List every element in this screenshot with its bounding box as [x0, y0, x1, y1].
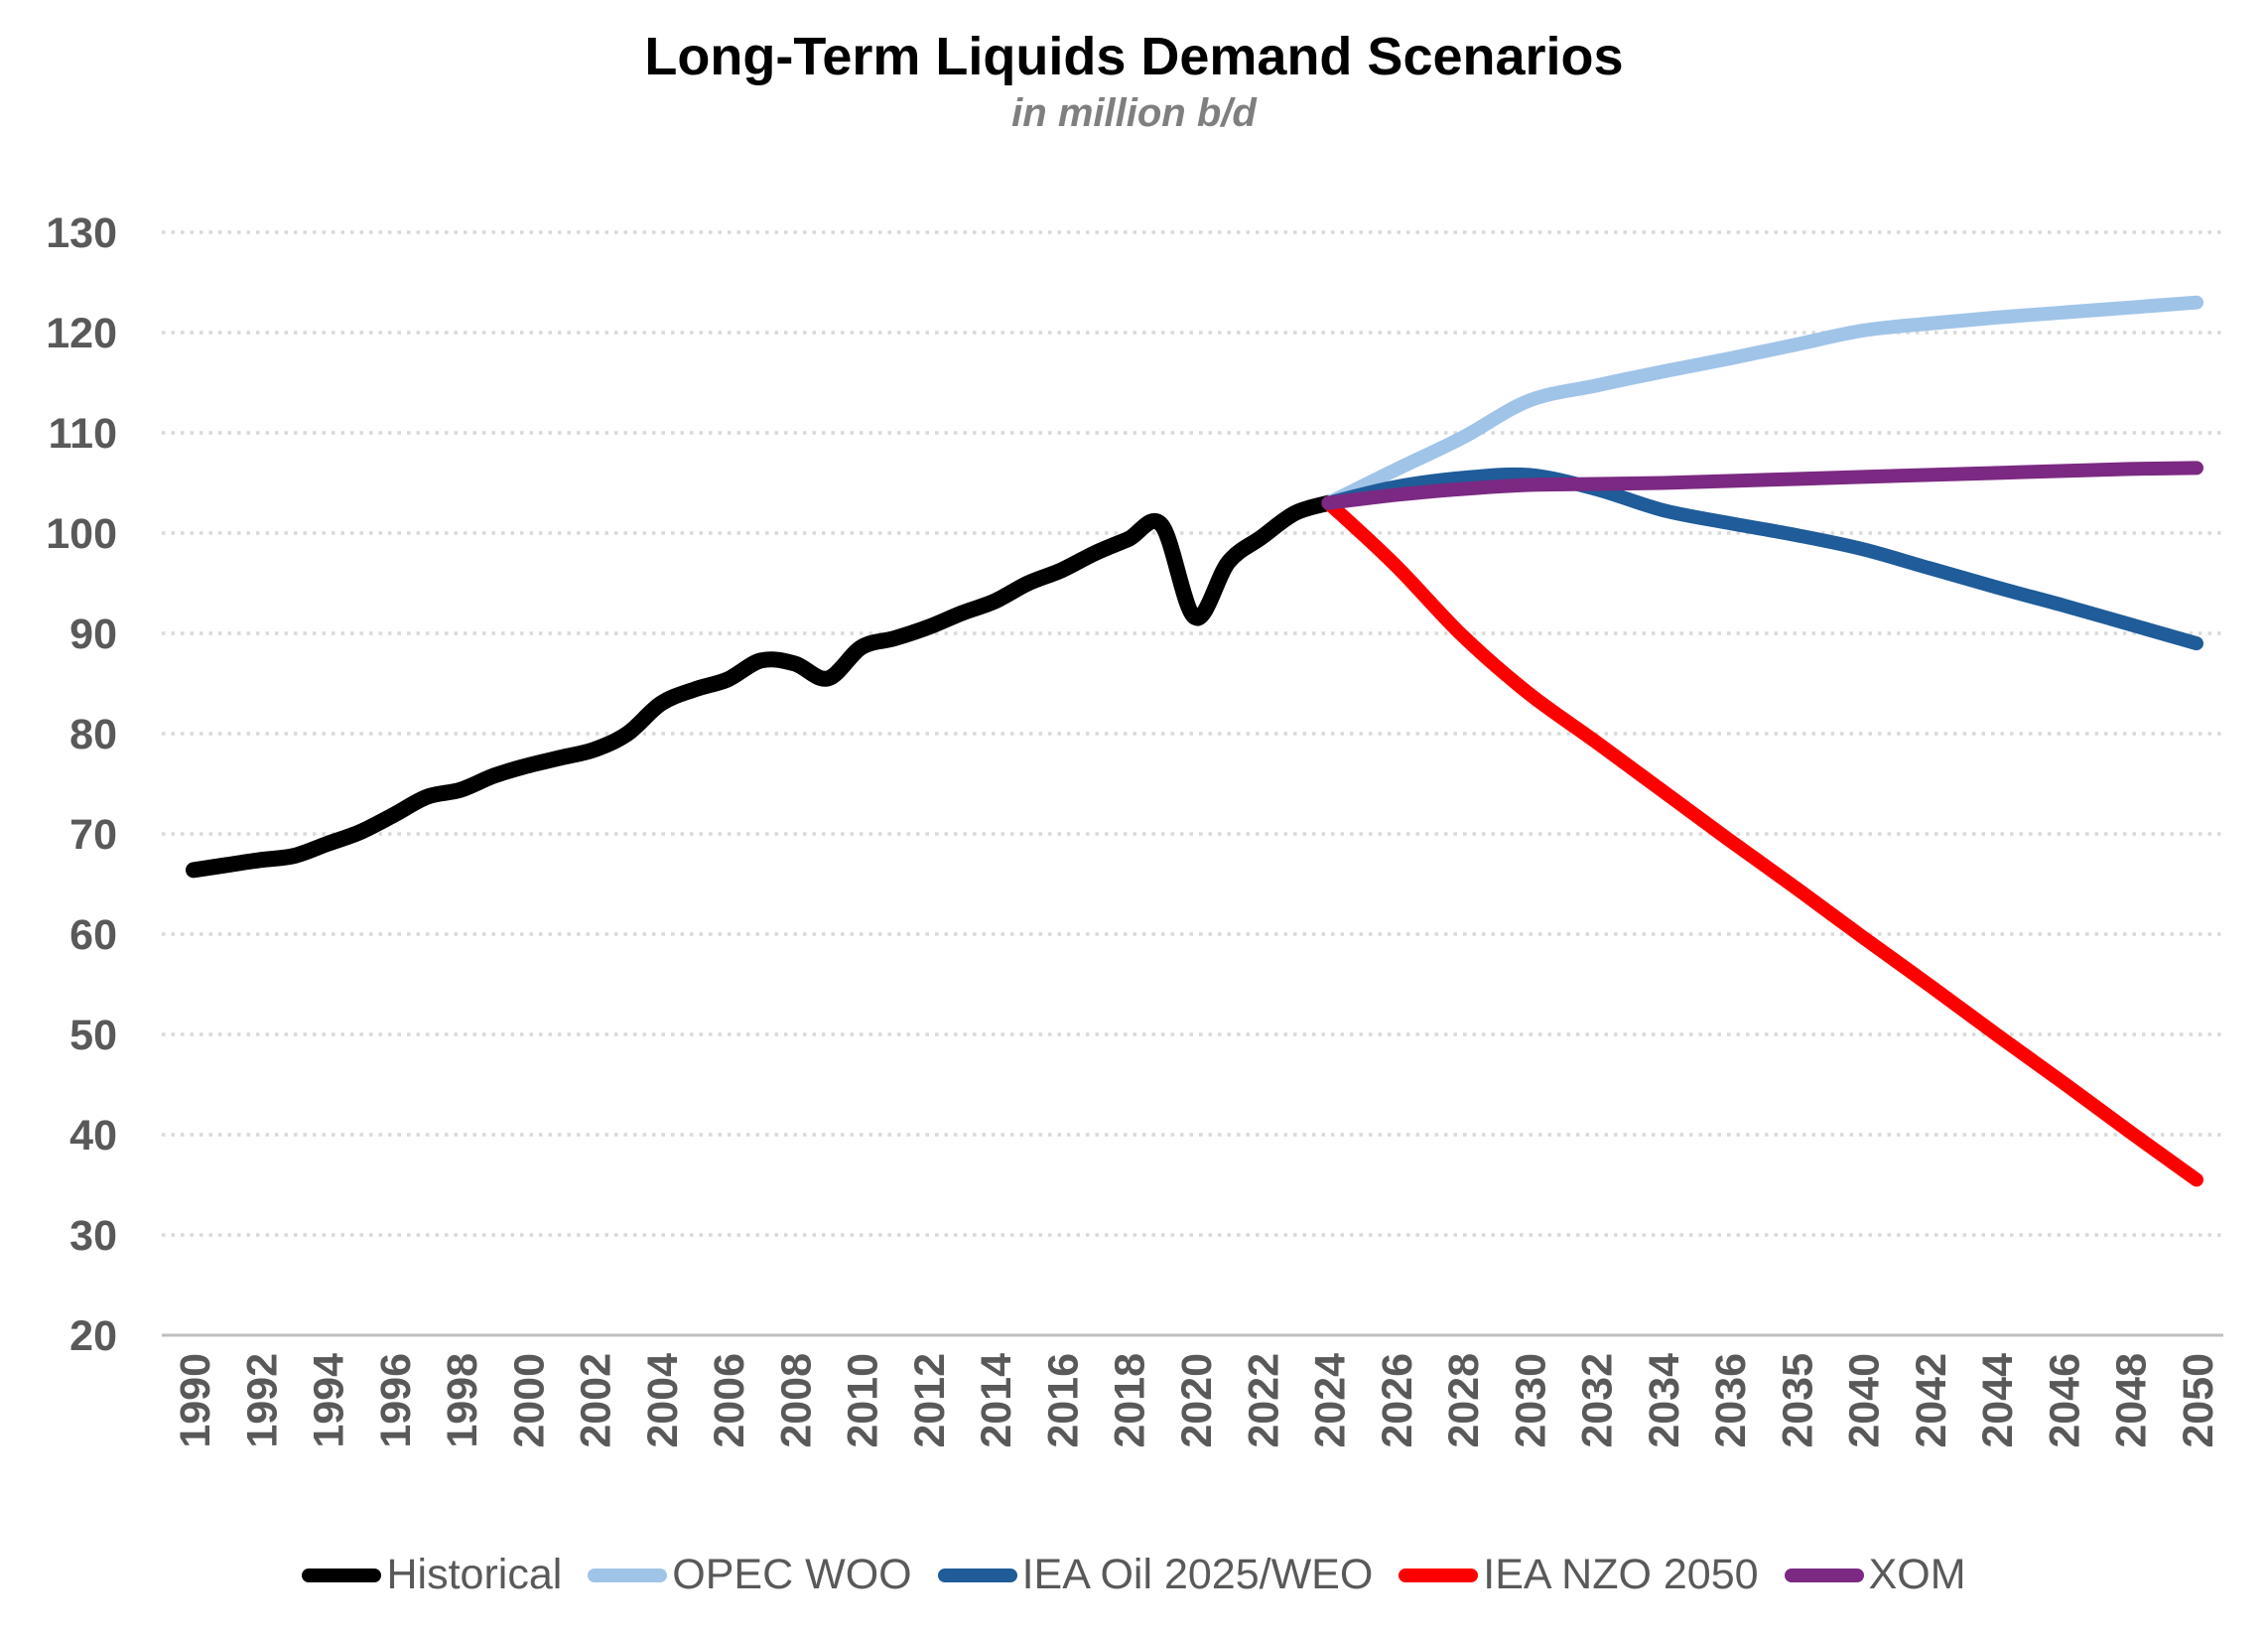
series-line-historical [186, 494, 1337, 879]
x-axis-tick-label: 1994 [306, 1353, 353, 1448]
legend-swatch-icon [1399, 1568, 1479, 1582]
y-axis-tick-label: 40 [69, 1112, 117, 1160]
x-axis-tick-label: 2034 [1641, 1353, 1688, 1448]
x-axis-tick-label: 2018 [1107, 1353, 1154, 1448]
chart-subtitle: in million b/d [1011, 91, 1257, 135]
x-axis-tick-label: 2016 [1039, 1353, 1087, 1448]
x-axis-tick-label: 2042 [1908, 1353, 1955, 1448]
legend-item-xom: XOM [1784, 1551, 1966, 1598]
y-axis-tick-label: 90 [69, 611, 117, 658]
legend-swatch-icon [937, 1568, 1017, 1582]
legend-item-opec-woo: OPEC WOO [588, 1551, 912, 1598]
x-axis-tick-label: 2026 [1374, 1353, 1421, 1448]
x-axis-tick-label: 2002 [573, 1353, 620, 1448]
x-axis-tick-label: 2048 [2108, 1353, 2156, 1448]
y-axis-tick-label: 80 [69, 711, 117, 758]
y-axis-tick-label: 50 [69, 1012, 117, 1059]
y-axis-tick-label: 120 [46, 310, 117, 357]
x-axis-tick-label: 2035 [1774, 1353, 1821, 1448]
legend-swatch-icon [1784, 1568, 1864, 1582]
x-axis-tick-label: 1996 [372, 1353, 420, 1448]
x-axis-tick-label: 2032 [1574, 1353, 1622, 1448]
x-axis-tick-label: 2012 [906, 1353, 954, 1448]
x-axis-tick-label: 2024 [1307, 1353, 1355, 1448]
x-axis-tick-label: 2000 [505, 1353, 553, 1448]
y-axis-tick-label: 30 [69, 1212, 117, 1260]
legend-swatch-icon [302, 1568, 382, 1582]
y-axis-tick-label: 20 [69, 1312, 117, 1360]
x-axis-tick-label: 2014 [973, 1353, 1020, 1448]
series-line-iea-oil-2025-weo [1321, 467, 2203, 651]
legend-label: IEA Oil 2025/WEO [1021, 1551, 1374, 1598]
y-axis-tick-label: 60 [69, 911, 117, 959]
x-axis-tick-label: 1992 [238, 1353, 286, 1448]
x-axis-tick-label: 2050 [2175, 1353, 2222, 1448]
legend-swatch-icon [588, 1568, 668, 1582]
x-axis-tick-label: 2006 [706, 1353, 753, 1448]
x-axis-tick-label: 2022 [1240, 1353, 1287, 1448]
legend-item-iea-nzo-2050: IEA NZO 2050 [1399, 1551, 1759, 1598]
legend-item-iea-oil-2025-weo: IEA Oil 2025/WEO [937, 1551, 1374, 1598]
x-axis-tick-label: 2044 [1974, 1353, 2022, 1448]
x-axis-tick-label: 1998 [439, 1353, 486, 1448]
y-axis-tick-label: 70 [69, 811, 117, 859]
x-axis-tick-label: 2036 [1707, 1353, 1755, 1448]
y-axis-tick-label: 100 [46, 510, 117, 558]
chart-title: Long-Term Liquids Demand Scenarios [644, 27, 1624, 86]
legend-item-historical: Historical [302, 1554, 562, 1596]
legend-label: OPEC WOO [672, 1551, 912, 1598]
x-axis-tick-label: 1990 [172, 1353, 219, 1448]
x-axis-tick-label: 2004 [639, 1353, 687, 1448]
x-axis-tick-label: 2040 [1841, 1353, 1889, 1448]
x-axis-tick-label: 2030 [1507, 1353, 1554, 1448]
x-axis-tick-label: 2008 [772, 1353, 820, 1448]
x-axis-tick-label: 2028 [1440, 1353, 1488, 1448]
series-line-xom [1321, 461, 2203, 510]
y-axis-tick-label: 130 [46, 209, 117, 257]
legend-label: IEA NZO 2050 [1483, 1551, 1759, 1598]
legend-label: Historical [386, 1551, 563, 1598]
series-line-opec-woo [1321, 295, 2203, 510]
x-axis-tick-label: 2020 [1173, 1353, 1221, 1448]
chart-legend: Historical OPEC WOO IEA Oil 2025/WEO IEA NZ… [0, 1554, 2268, 1596]
x-axis-tick-label: 2010 [840, 1353, 887, 1448]
y-axis-tick-label: 110 [49, 410, 117, 458]
legend-label: XOM [1868, 1551, 1966, 1598]
x-axis-tick-label: 2046 [2041, 1353, 2088, 1448]
series-line-iea-nzo-2050 [1321, 495, 2203, 1187]
